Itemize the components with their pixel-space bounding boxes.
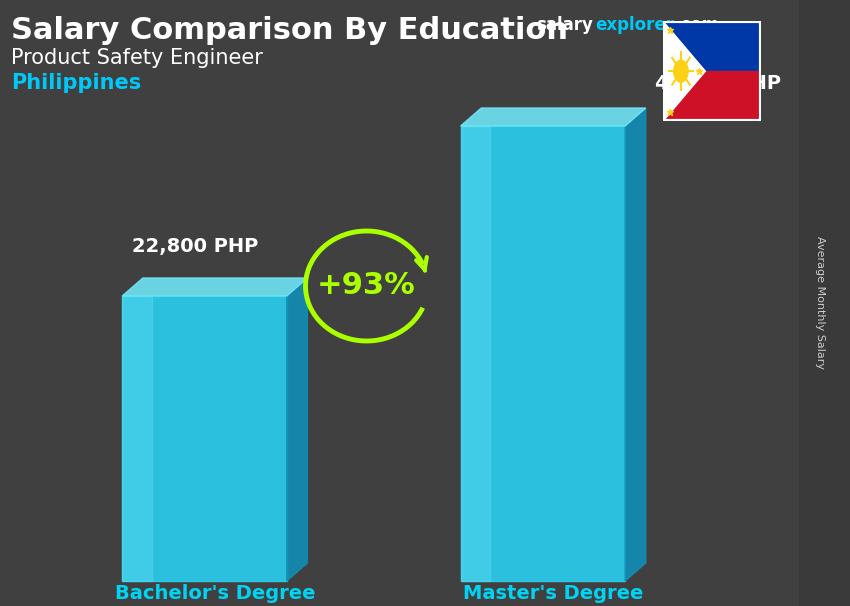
Polygon shape (625, 108, 646, 581)
Text: 22,800 PHP: 22,800 PHP (132, 237, 258, 256)
Bar (122, 296, 152, 581)
Polygon shape (122, 278, 308, 296)
Text: +93%: +93% (317, 271, 416, 301)
Text: Average Monthly Salary: Average Monthly Salary (815, 236, 825, 370)
Text: Master's Degree: Master's Degree (463, 584, 643, 603)
Bar (122, 296, 286, 581)
Text: Salary Comparison By Education: Salary Comparison By Education (11, 16, 569, 45)
Text: Bachelor's Degree: Bachelor's Degree (115, 584, 315, 603)
Bar (663, 21, 761, 71)
Bar (663, 71, 761, 121)
Text: explorer: explorer (595, 16, 674, 34)
Bar (461, 126, 625, 581)
Circle shape (674, 60, 689, 82)
Text: salary: salary (536, 16, 592, 34)
Polygon shape (663, 21, 706, 121)
Polygon shape (461, 108, 646, 126)
Polygon shape (286, 278, 308, 581)
Text: 44,000 PHP: 44,000 PHP (655, 74, 781, 93)
Text: Philippines: Philippines (11, 73, 142, 93)
Text: .com: .com (674, 16, 719, 34)
Bar (461, 126, 490, 581)
Text: Product Safety Engineer: Product Safety Engineer (11, 48, 264, 68)
